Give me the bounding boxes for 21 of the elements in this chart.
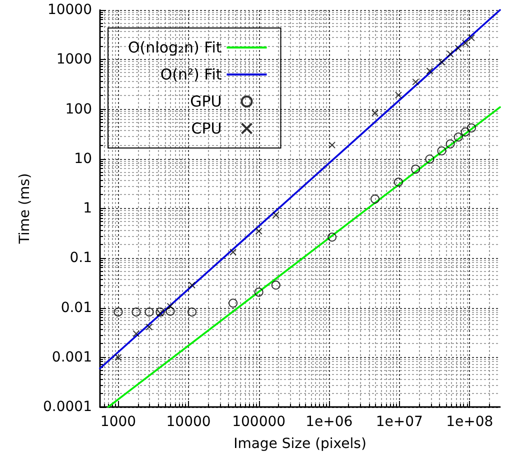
legend-label: CPU (191, 120, 222, 138)
y-tick-label: 1 (83, 200, 92, 216)
y-tick-label: 100 (65, 101, 92, 118)
x-tick-label: 1000 (100, 414, 136, 430)
legend-label: O(n²) Fit (160, 66, 222, 84)
x-tick-label: 1e+07 (376, 414, 423, 430)
y-tick-label: 10000 (47, 2, 92, 18)
y-tick-label: 0.001 (52, 349, 92, 366)
legend-label: GPU (190, 92, 222, 110)
y-tick-label: 0.1 (70, 250, 92, 266)
y-tick-label: 0.0001 (43, 399, 92, 415)
x-tick-label: 1e+06 (306, 414, 353, 430)
legend-label: O(nlog₂n) Fit (128, 38, 222, 56)
y-tick-label: 10 (74, 150, 92, 167)
x-tick-label: 100000 (232, 414, 286, 430)
y-axis-title: Time (ms) (17, 173, 34, 245)
x-axis-title: Image Size (pixels) (234, 436, 366, 452)
x-tick-label: 10000 (166, 414, 211, 430)
x-tick-label: 1e+08 (446, 414, 494, 430)
y-tick-label: 1000 (56, 52, 92, 68)
y-tick-label: 0.01 (60, 300, 92, 316)
